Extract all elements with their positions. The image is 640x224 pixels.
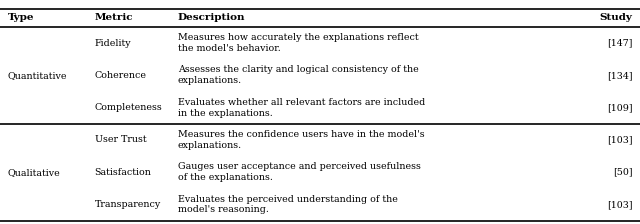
Text: Coherence: Coherence	[95, 71, 147, 80]
Text: Qualitative: Qualitative	[8, 168, 60, 177]
Text: Evaluates whether all relevant factors are included
in the explanations.: Evaluates whether all relevant factors a…	[178, 98, 425, 118]
Text: [134]: [134]	[607, 71, 632, 80]
Text: [103]: [103]	[607, 136, 632, 144]
Text: Metric: Metric	[95, 13, 133, 22]
Text: Study: Study	[600, 13, 632, 22]
Text: Measures how accurately the explanations reflect
the model's behavior.: Measures how accurately the explanations…	[178, 33, 419, 53]
Text: [147]: [147]	[607, 39, 632, 47]
Text: Measures the confidence users have in the model's
explanations.: Measures the confidence users have in th…	[178, 130, 424, 150]
Text: Completeness: Completeness	[95, 103, 163, 112]
Text: [109]: [109]	[607, 103, 632, 112]
Text: Gauges user acceptance and perceived usefulness
of the explanations.: Gauges user acceptance and perceived use…	[178, 162, 420, 182]
Text: [103]: [103]	[607, 200, 632, 209]
Text: Transparency: Transparency	[95, 200, 161, 209]
Text: Quantitative: Quantitative	[8, 71, 67, 80]
Text: Type: Type	[8, 13, 34, 22]
Text: Assesses the clarity and logical consistency of the
explanations.: Assesses the clarity and logical consist…	[178, 65, 419, 85]
Text: User Trust: User Trust	[95, 136, 147, 144]
Text: Satisfaction: Satisfaction	[95, 168, 152, 177]
Text: [50]: [50]	[612, 168, 632, 177]
Text: Fidelity: Fidelity	[95, 39, 131, 47]
Text: Description: Description	[178, 13, 245, 22]
Text: Evaluates the perceived understanding of the
model's reasoning.: Evaluates the perceived understanding of…	[178, 195, 398, 214]
